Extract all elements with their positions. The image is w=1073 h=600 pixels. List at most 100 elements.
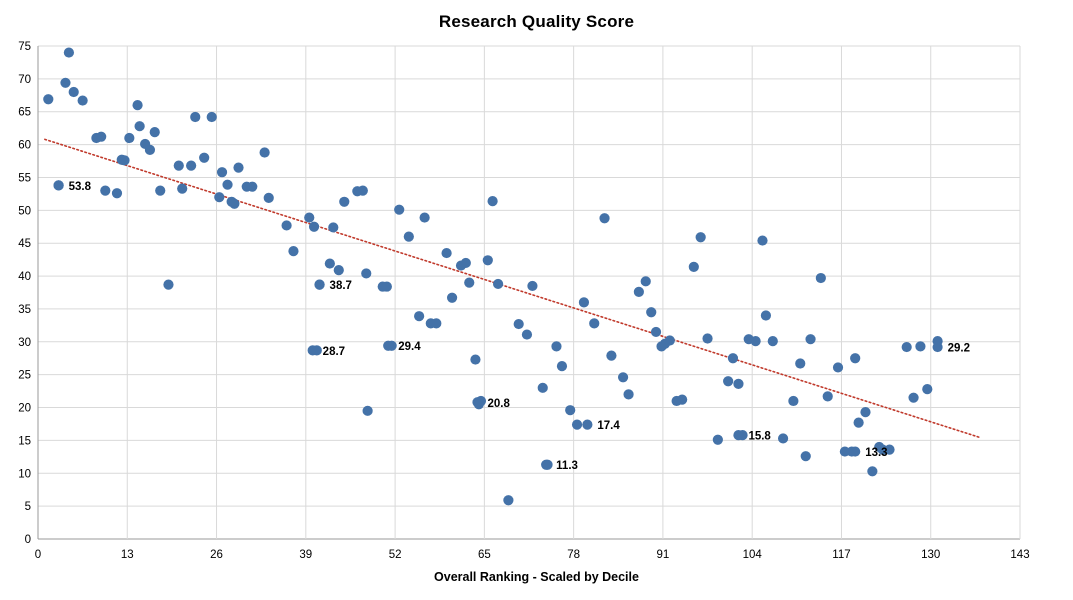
- data-point: [186, 160, 197, 171]
- x-axis-label: Overall Ranking - Scaled by Decile: [434, 570, 639, 584]
- y-tick-label: 0: [25, 534, 31, 546]
- x-tick-label: 39: [299, 549, 312, 561]
- data-point: [124, 132, 135, 144]
- data-point: [578, 297, 590, 308]
- data-point: [695, 232, 706, 243]
- y-tick-label: 30: [18, 337, 31, 349]
- y-tick-label: 10: [18, 468, 31, 480]
- data-point: [623, 389, 634, 400]
- data-point: [482, 255, 493, 266]
- data-point: [884, 444, 895, 455]
- data-point: [328, 222, 339, 233]
- data-point: [77, 95, 88, 106]
- data-point: [419, 212, 430, 223]
- data-point: [521, 329, 533, 340]
- data-point: [757, 235, 768, 246]
- data-point: [173, 160, 184, 171]
- y-tick-label: 45: [18, 238, 31, 250]
- data-point: [850, 353, 861, 364]
- data-point: [288, 245, 299, 257]
- data-point-annotated: [582, 419, 593, 430]
- data-point: [503, 495, 514, 506]
- y-tick-label: 60: [18, 140, 31, 152]
- data-point: [733, 378, 744, 389]
- data-point: [60, 77, 71, 88]
- data-point: [805, 334, 816, 345]
- data-point: [832, 362, 844, 373]
- y-tick-label: 70: [18, 74, 31, 86]
- y-tick-label: 40: [18, 271, 31, 283]
- data-point-annotated: [472, 397, 483, 408]
- x-tick-label: 91: [657, 549, 670, 561]
- data-point: [333, 265, 344, 276]
- data-point: [222, 179, 233, 190]
- data-point: [551, 341, 562, 352]
- data-point: [216, 167, 228, 178]
- data-point: [446, 292, 458, 303]
- data-point: [788, 395, 799, 407]
- data-point: [63, 47, 75, 58]
- data-point: [119, 155, 130, 166]
- data-point: [134, 121, 145, 132]
- data-point: [464, 277, 475, 288]
- y-tick-label: 65: [18, 107, 31, 119]
- point-annotation-label: 11.3: [556, 460, 578, 472]
- data-point: [867, 466, 878, 477]
- data-point: [68, 86, 79, 98]
- data-point: [431, 318, 442, 329]
- data-point: [606, 350, 617, 361]
- data-point: [149, 127, 160, 138]
- data-point: [144, 144, 156, 155]
- data-point: [860, 407, 871, 418]
- data-point: [100, 185, 111, 196]
- data-point: [723, 376, 734, 387]
- y-tick-label: 15: [18, 435, 31, 447]
- data-point: [677, 394, 688, 405]
- data-point: [646, 307, 657, 318]
- data-point: [381, 281, 392, 292]
- data-point: [795, 358, 806, 369]
- x-tick-label: 52: [389, 549, 402, 561]
- data-point: [487, 196, 498, 207]
- data-point: [915, 341, 926, 352]
- data-point: [206, 111, 217, 123]
- data-point: [111, 188, 123, 199]
- x-tick-label: 104: [743, 549, 763, 561]
- data-point: [96, 131, 107, 142]
- data-point: [132, 100, 143, 111]
- data-point: [664, 335, 675, 346]
- data-point: [339, 196, 350, 207]
- data-point: [281, 220, 292, 231]
- data-point: [760, 310, 772, 321]
- y-tick-label: 35: [18, 304, 31, 316]
- data-point-annotated: [541, 459, 552, 470]
- x-tick-label: 117: [832, 549, 850, 561]
- x-tick-label: 78: [567, 549, 580, 561]
- point-annotation-label: 20.8: [487, 398, 510, 410]
- data-point: [589, 318, 600, 329]
- data-point: [199, 152, 210, 163]
- data-point-annotated: [733, 430, 744, 441]
- data-point-annotated: [314, 279, 325, 290]
- x-tick-label: 143: [1010, 549, 1029, 561]
- data-point: [767, 336, 778, 347]
- point-annotation-label: 15.8: [748, 431, 771, 443]
- data-point-annotated: [850, 446, 861, 457]
- data-point: [214, 192, 225, 203]
- point-annotation-label: 53.8: [69, 181, 92, 193]
- point-annotation-label: 29.4: [398, 341, 421, 353]
- data-point: [362, 405, 373, 416]
- data-point: [155, 185, 166, 196]
- data-point: [441, 247, 452, 259]
- data-point: [702, 333, 713, 344]
- point-annotation-label: 38.7: [330, 280, 352, 292]
- data-point: [800, 451, 811, 462]
- data-point: [394, 204, 405, 215]
- data-point: [190, 111, 201, 123]
- point-annotation-label: 28.7: [323, 346, 345, 358]
- data-point-annotated: [53, 180, 64, 191]
- data-point: [177, 183, 188, 194]
- data-point: [556, 361, 568, 372]
- data-point: [513, 318, 524, 330]
